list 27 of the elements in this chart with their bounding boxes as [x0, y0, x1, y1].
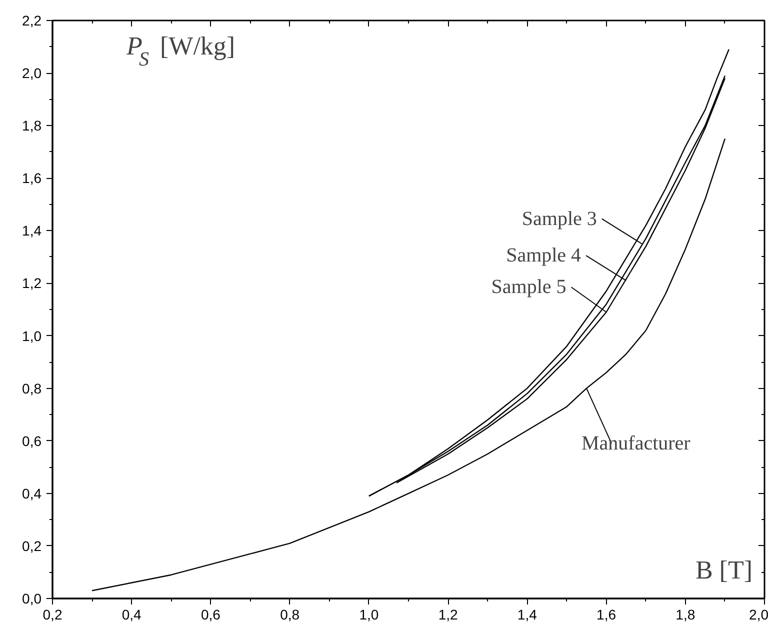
annotation: Sample 5	[491, 276, 566, 298]
y-tick-label: 1,0	[22, 328, 42, 344]
y-tick-label: 1,2	[22, 275, 42, 292]
y-tick-label: 2,2	[22, 12, 42, 28]
x-tick-label: 0,4	[122, 606, 142, 622]
y-tick-label: 0,6	[22, 432, 42, 449]
x-tick-label: 0,2	[42, 606, 62, 622]
x-tick-label: 0,6	[200, 606, 221, 622]
y-tick-label: 0,8	[22, 380, 42, 396]
y-tick-label: 1,8	[22, 118, 42, 134]
x-tick-label: 1,2	[438, 606, 458, 622]
annotation: Sample 4	[506, 244, 582, 267]
x-tick-label: 1,8	[676, 606, 696, 622]
x-axis-title: B [T]	[695, 556, 753, 584]
annotation: Manufacturer	[582, 432, 691, 454]
y-tick-label: 0,4	[22, 485, 42, 502]
y-tick-label: 0,0	[22, 590, 42, 606]
y-tick-label: 0,2	[22, 538, 42, 554]
x-tick-label: 1,4	[517, 606, 538, 622]
y-tick-label: 1,4	[22, 222, 42, 239]
annotation: Sample 3	[522, 208, 597, 230]
x-tick-label: 0,8	[280, 606, 300, 622]
y-tick-label: 2,0	[22, 65, 42, 82]
y-tick-label: 1,6	[22, 170, 42, 186]
x-tick-label: 1,6	[596, 606, 616, 622]
x-tick-label: 2,0	[749, 606, 768, 622]
x-tick-label: 1,0	[359, 606, 379, 622]
